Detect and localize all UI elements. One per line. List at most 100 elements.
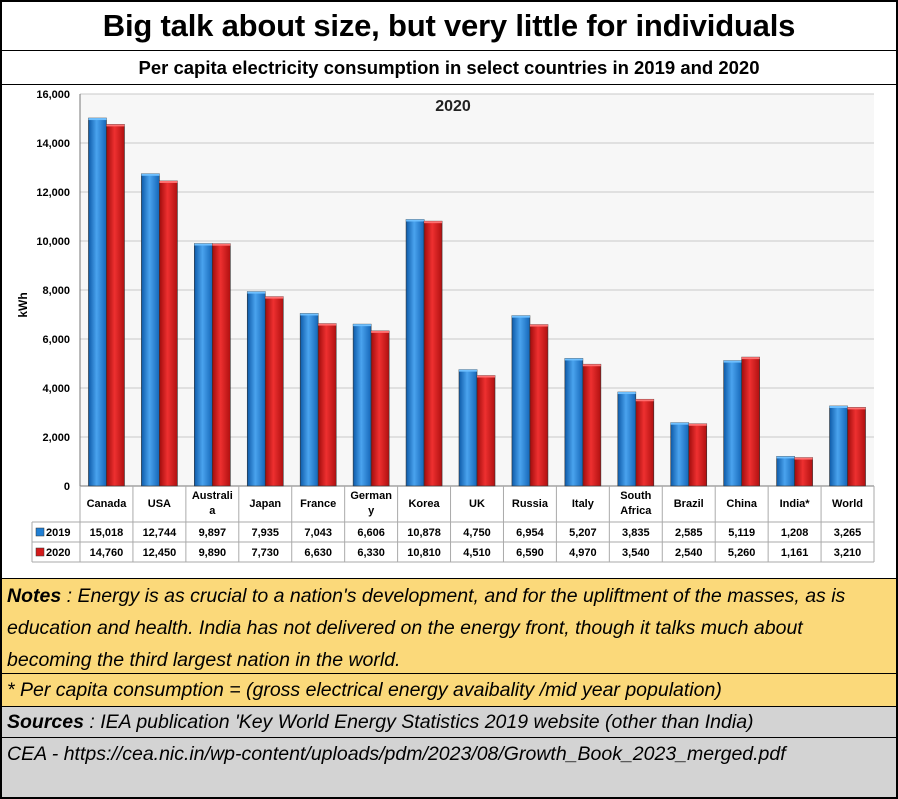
bar-top-highlight xyxy=(353,324,372,327)
bar-2020-usa xyxy=(159,180,178,487)
x-tick-label: Italy xyxy=(572,498,595,510)
bar-2020-france xyxy=(317,323,337,487)
bar-2019-usa xyxy=(141,173,160,487)
data-label: 15,018 xyxy=(90,527,124,539)
bar-2020-korea xyxy=(423,220,443,487)
data-label: 3,210 xyxy=(834,547,862,559)
legend-label-2020: 2020 xyxy=(46,547,70,559)
bar-2019-uk xyxy=(458,369,478,487)
y-tick-label: 10,000 xyxy=(36,236,70,248)
data-label: 3,835 xyxy=(622,527,650,539)
data-label: 6,330 xyxy=(357,547,385,559)
headline: Big talk about size, but very little for… xyxy=(0,0,898,51)
bar-2020-uk xyxy=(476,375,496,487)
data-label: 7,935 xyxy=(252,527,280,539)
bar-top-highlight xyxy=(159,180,178,183)
data-label: 4,970 xyxy=(569,547,597,559)
data-label: 1,208 xyxy=(781,527,809,539)
x-tick-label: China xyxy=(726,498,757,510)
data-label: 1,161 xyxy=(781,547,809,559)
bar-top-highlight xyxy=(106,124,125,127)
bar-top-highlight xyxy=(741,357,760,360)
data-label: 10,878 xyxy=(407,527,441,539)
bar-top-highlight xyxy=(847,407,866,410)
y-tick-label: 2,000 xyxy=(42,432,70,444)
data-label: 5,260 xyxy=(728,547,756,559)
data-label: 3,540 xyxy=(622,547,650,559)
bar-top-highlight xyxy=(477,375,495,378)
data-label: 6,954 xyxy=(516,527,544,539)
x-tick-label: German xyxy=(350,490,392,502)
sources-text: : IEA publication 'Key World Energy Stat… xyxy=(83,711,754,733)
bar-2019-brazil xyxy=(670,422,690,487)
bar-top-highlight xyxy=(424,221,443,224)
bar-top-highlight xyxy=(529,324,548,327)
y-axis-label: kWh xyxy=(16,292,30,317)
x-tick-label: Korea xyxy=(408,498,440,510)
notes-box: Notes : Energy is as crucial to a nation… xyxy=(0,578,898,673)
bar-2020-russia xyxy=(529,324,549,487)
x-tick-label: y xyxy=(368,505,375,517)
chart-subtitle: Per capita electricity consumption in se… xyxy=(0,51,898,85)
bar-2019-france xyxy=(299,313,319,487)
footnote: * Per capita consumption = (gross electr… xyxy=(0,673,898,706)
data-label: 7,043 xyxy=(304,527,332,539)
x-tick-label: Brazil xyxy=(674,498,704,510)
data-label: 12,744 xyxy=(143,527,178,539)
data-label: 6,606 xyxy=(357,527,385,539)
x-tick-label: World xyxy=(832,498,863,510)
data-label: 14,760 xyxy=(90,547,124,559)
bar-top-highlight xyxy=(635,399,654,402)
legend-label-2019: 2019 xyxy=(46,527,70,539)
bar-top-highlight xyxy=(88,118,107,121)
bar-2020-brazil xyxy=(688,423,708,487)
y-tick-label: 14,000 xyxy=(36,138,70,150)
bar-2019-india xyxy=(776,456,795,487)
y-tick-label: 12,000 xyxy=(36,187,70,199)
cea-source: CEA - https://cea.nic.in/wp-content/uplo… xyxy=(0,737,898,799)
legend-swatch-2020 xyxy=(35,547,45,557)
bar-2019-italy xyxy=(564,358,584,487)
bar-top-highlight xyxy=(141,173,160,176)
bar-2019-russia xyxy=(511,315,531,487)
y-tick-label: 16,000 xyxy=(36,89,70,101)
data-label: 6,630 xyxy=(304,547,332,559)
bar-2019-korea xyxy=(405,219,425,487)
bar-2019-australia xyxy=(194,243,213,487)
data-label: 5,207 xyxy=(569,527,597,539)
x-tick-label: India* xyxy=(780,498,811,510)
x-tick-label: Africa xyxy=(620,505,652,517)
x-tick-label: France xyxy=(300,498,336,510)
chart-title: 2020 xyxy=(435,98,471,115)
bar-2020-germany xyxy=(370,330,390,487)
y-tick-label: 8,000 xyxy=(42,285,70,297)
bar-2019-japan xyxy=(246,291,266,487)
bar-top-highlight xyxy=(371,330,390,333)
x-tick-label: South xyxy=(620,490,651,502)
data-label: 2,585 xyxy=(675,527,703,539)
bar-top-highlight xyxy=(776,456,795,459)
bar-2020-india xyxy=(794,457,813,487)
bar-2020-australia xyxy=(212,243,231,487)
data-label: 2,540 xyxy=(675,547,703,559)
sources-lead: Sources xyxy=(7,711,84,733)
bar-top-highlight xyxy=(829,406,848,409)
data-label: 10,810 xyxy=(407,547,441,559)
bar-2019-world xyxy=(829,405,848,487)
bar-top-highlight xyxy=(582,364,601,367)
data-label: 3,265 xyxy=(834,527,862,539)
notes-lead: Notes xyxy=(7,585,62,607)
data-label: 6,590 xyxy=(516,547,544,559)
bar-top-highlight xyxy=(300,313,319,316)
bar-top-highlight xyxy=(617,392,636,395)
bar-2020-canada xyxy=(106,124,125,487)
x-tick-label: Canada xyxy=(87,498,128,510)
bar-2020-china xyxy=(741,356,760,487)
bar-top-highlight xyxy=(265,296,284,299)
x-tick-label: a xyxy=(209,505,216,517)
bar-2020-southafrica xyxy=(635,398,655,487)
bar-top-highlight xyxy=(194,243,213,246)
data-label: 9,897 xyxy=(199,527,227,539)
bar-top-highlight xyxy=(564,358,583,361)
bar-2019-canada xyxy=(88,117,107,487)
